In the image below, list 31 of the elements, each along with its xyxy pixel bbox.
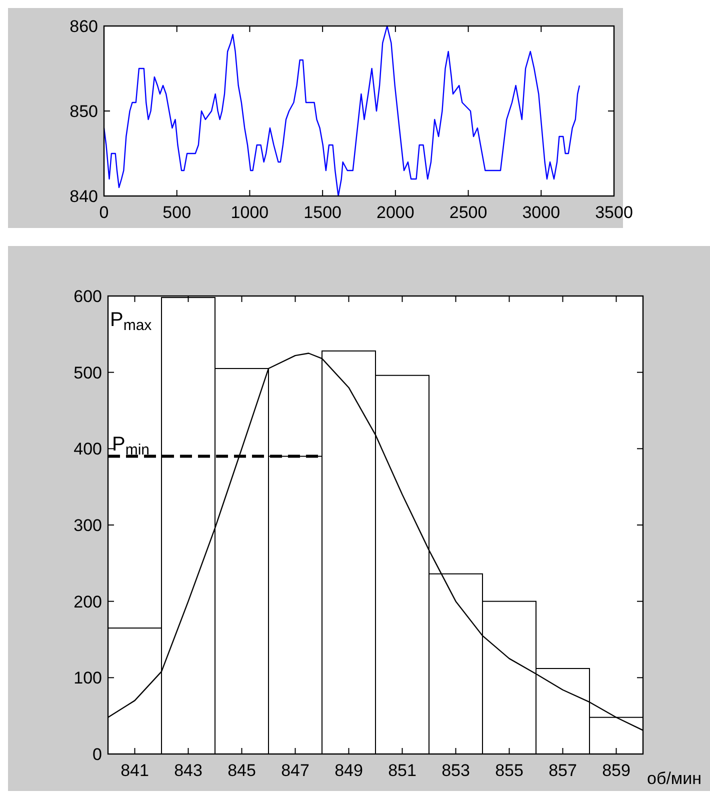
x-tick-label: 1000 bbox=[230, 203, 269, 222]
x-tick-label: 3500 bbox=[595, 203, 633, 222]
y-tick-label: 100 bbox=[74, 668, 102, 688]
x-tick-label: 2000 bbox=[376, 203, 414, 222]
x-tick-label: 851 bbox=[388, 761, 416, 780]
y-tick-label: 600 bbox=[74, 287, 102, 306]
line-series bbox=[103, 25, 580, 197]
x-tick-label: 843 bbox=[174, 761, 202, 780]
x-tick-label: 853 bbox=[442, 761, 470, 780]
x-tick-label: 841 bbox=[120, 761, 149, 780]
x-tick-label: 855 bbox=[495, 761, 524, 780]
y-tick-label: 850 bbox=[70, 102, 98, 121]
x-tick-label: 849 bbox=[334, 761, 363, 780]
y-tick-label: 0 bbox=[92, 745, 102, 764]
x-tick-label: 847 bbox=[281, 761, 310, 780]
x-tick-label: 857 bbox=[548, 761, 577, 780]
y-tick-label: 300 bbox=[74, 516, 102, 535]
y-tick-label: 840 bbox=[70, 187, 98, 206]
x-tick-label: 500 bbox=[162, 203, 192, 222]
y-tick-label: 860 bbox=[70, 17, 98, 36]
x-tick-label: 1500 bbox=[304, 203, 342, 222]
y-tick-label: 500 bbox=[74, 363, 102, 382]
x-axis-title: об/мин bbox=[647, 769, 702, 788]
x-tick-label: 3000 bbox=[522, 203, 560, 222]
y-tick-label: 200 bbox=[74, 592, 102, 612]
x-tick-label: 845 bbox=[228, 761, 256, 780]
y-tick-label: 400 bbox=[74, 440, 102, 459]
legend-label: P$_{min}$ bbox=[112, 433, 150, 458]
x-tick-label: 859 bbox=[602, 761, 630, 780]
x-tick-label: 2500 bbox=[449, 203, 488, 222]
annotation: P$_{max}$ bbox=[110, 309, 152, 334]
